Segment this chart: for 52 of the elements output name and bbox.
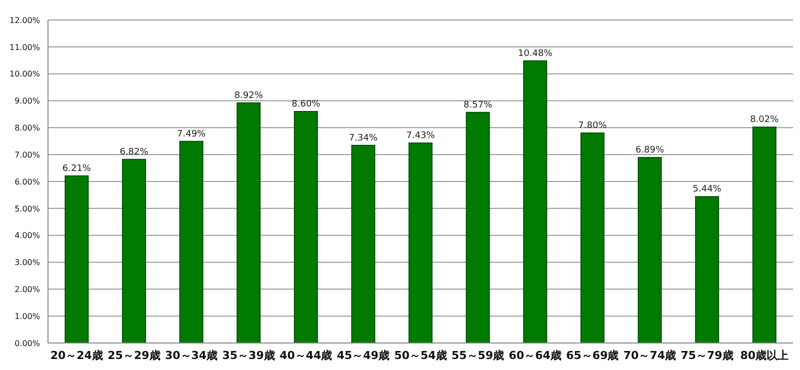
bar bbox=[695, 196, 720, 343]
y-tick-label: 11.00% bbox=[9, 42, 40, 52]
bar bbox=[351, 144, 376, 343]
data-label: 8.02% bbox=[750, 115, 780, 126]
y-tick-label: 5.00% bbox=[14, 204, 40, 214]
x-tick-label: 55～59歳 bbox=[451, 348, 504, 362]
y-tick-label: 6.00% bbox=[14, 177, 40, 186]
x-tick-label: 25～29歳 bbox=[108, 348, 160, 362]
bar bbox=[638, 157, 662, 343]
bar bbox=[752, 126, 776, 343]
bar bbox=[64, 175, 89, 343]
y-tick-label: 3.00% bbox=[14, 258, 40, 268]
bar bbox=[580, 132, 604, 343]
x-tick-label: 50～54歳 bbox=[394, 348, 447, 362]
bar bbox=[466, 112, 490, 343]
data-label: 7.80% bbox=[578, 121, 608, 132]
data-label: 5.44% bbox=[692, 184, 722, 195]
y-tick-label: 0.00% bbox=[14, 338, 40, 348]
bar bbox=[523, 60, 548, 343]
y-tick-label: 1.00% bbox=[14, 312, 40, 321]
bar bbox=[294, 111, 318, 343]
x-tick-label: 45～49歳 bbox=[336, 348, 390, 362]
x-tick-label: 35～39歳 bbox=[222, 348, 275, 362]
data-label: 7.43% bbox=[406, 131, 436, 142]
data-label: 7.34% bbox=[348, 133, 378, 144]
x-tick-label: 80歳以上 bbox=[740, 348, 788, 362]
bar bbox=[122, 158, 146, 343]
y-tick-label: 12.00% bbox=[9, 16, 40, 25]
y-tick-label: 2.00% bbox=[14, 285, 40, 294]
bar bbox=[179, 140, 204, 343]
bar bbox=[236, 102, 261, 343]
data-label: 10.48% bbox=[518, 48, 553, 59]
y-tick-label: 8.00% bbox=[14, 124, 40, 133]
data-label: 7.49% bbox=[177, 129, 206, 140]
x-tick-label: 20～24歳 bbox=[50, 348, 103, 362]
data-label: 6.21% bbox=[62, 164, 92, 174]
data-label: 8.92% bbox=[234, 90, 264, 101]
bar bbox=[408, 142, 433, 343]
x-tick-label: 65～69歳 bbox=[566, 348, 619, 362]
data-label: 6.82% bbox=[120, 147, 149, 158]
y-tick-label: 4.00% bbox=[14, 231, 40, 240]
x-tick-label: 60～64歳 bbox=[508, 348, 562, 362]
data-label: 6.89% bbox=[635, 146, 665, 156]
x-tick-label: 30～34歳 bbox=[164, 348, 218, 362]
y-tick-label: 10.00% bbox=[9, 70, 40, 79]
y-tick-label: 7.00% bbox=[14, 150, 40, 160]
data-label: 8.57% bbox=[464, 100, 493, 110]
y-tick-label: 9.00% bbox=[14, 96, 40, 106]
x-tick-label: 70～74歳 bbox=[623, 348, 676, 362]
x-tick-label: 40～44歳 bbox=[280, 348, 332, 362]
data-label: 8.60% bbox=[292, 100, 321, 110]
x-tick-label: 75～79歳 bbox=[680, 348, 734, 362]
